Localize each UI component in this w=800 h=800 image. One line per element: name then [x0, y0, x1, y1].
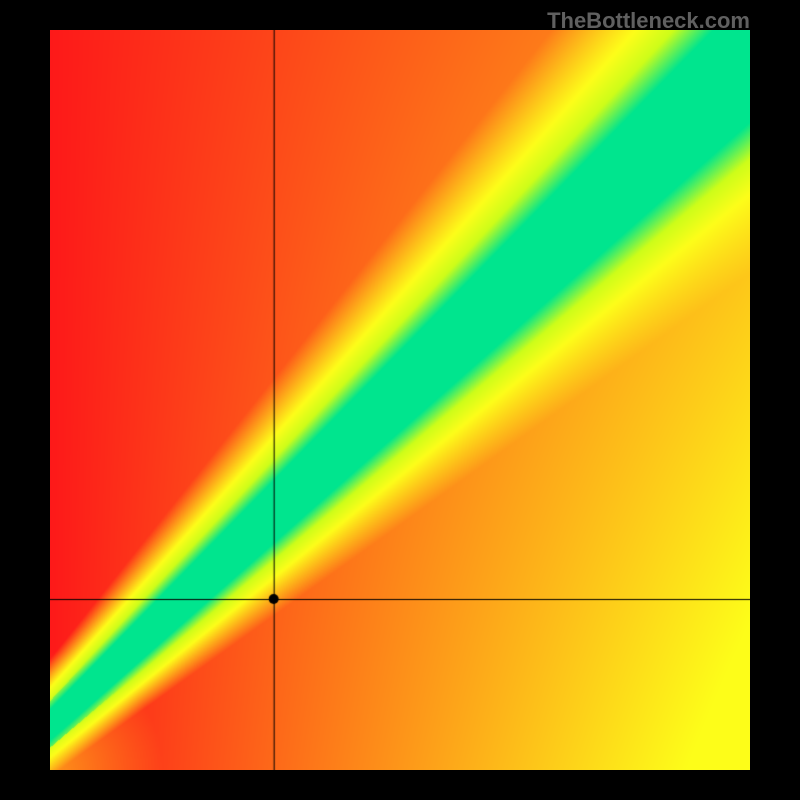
heatmap-canvas — [50, 30, 750, 770]
watermark-text: TheBottleneck.com — [547, 8, 750, 34]
heatmap-plot — [50, 30, 750, 770]
